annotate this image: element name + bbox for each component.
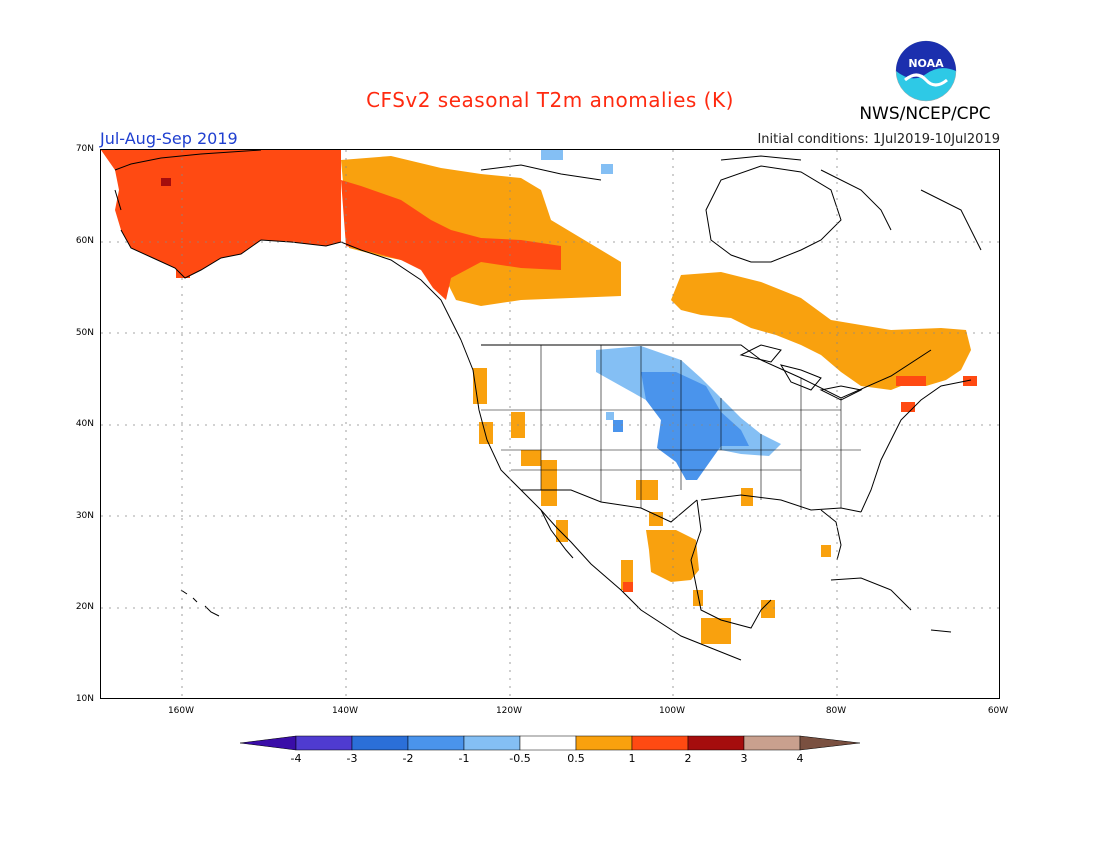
- lat-label: 30N: [75, 511, 94, 521]
- colorbar-swatch: [351, 735, 409, 751]
- anomaly-plains-mid: [641, 372, 749, 480]
- map-canvas: [101, 150, 999, 698]
- lat-label: 70N: [75, 144, 94, 154]
- colorbar-swatch: [463, 735, 521, 751]
- state-borders: [481, 345, 861, 510]
- anomaly-texas: [646, 530, 699, 582]
- colorbar: [240, 735, 860, 751]
- lat-label: 10N: [75, 694, 94, 704]
- anomaly-canada: [671, 272, 971, 390]
- lon-label: 160W: [167, 706, 195, 716]
- colorbar-swatch: [743, 735, 801, 751]
- colorbar-label: -4: [290, 752, 302, 765]
- colorbar-label: 1: [628, 752, 636, 765]
- colorbar-swatch: [295, 735, 353, 751]
- lat-label: 40N: [75, 419, 94, 429]
- colorbar-label: -2: [402, 752, 414, 765]
- anomaly-shading: [101, 150, 977, 644]
- lat-label: 20N: [75, 602, 94, 612]
- colorbar-swatch: [519, 735, 577, 751]
- lon-label: 100W: [658, 706, 686, 716]
- colorbar-label: 4: [796, 752, 804, 765]
- anomaly-map: [100, 149, 1000, 699]
- initial-conditions: Initial conditions: 1Jul2019-10Jul2019: [757, 132, 1000, 147]
- graticule: [101, 150, 999, 698]
- colorbar-swatch: [687, 735, 745, 751]
- map-title: CFSv2 seasonal T2m anomalies (K): [366, 88, 734, 112]
- colorbar-label: 2: [684, 752, 692, 765]
- lat-label: 60N: [75, 236, 94, 246]
- colorbar-label: -0.5: [509, 752, 531, 765]
- anomaly-alaska: [101, 150, 341, 278]
- colorbar-label: 0.5: [567, 752, 585, 765]
- noaa-logo-icon: NOAA: [895, 40, 957, 102]
- agency-label: NWS/NCEP/CPC: [859, 104, 991, 124]
- colorbar-swatch: [799, 735, 860, 751]
- colorbar-label: -3: [346, 752, 358, 765]
- anomaly-bc-core: [341, 180, 561, 300]
- lon-label: 140W: [331, 706, 359, 716]
- colorbar-swatch: [575, 735, 633, 751]
- forecast-period: Jul-Aug-Sep 2019: [100, 129, 238, 148]
- lat-label: 50N: [75, 328, 94, 338]
- colorbar-label: -1: [458, 752, 470, 765]
- colorbar-swatch: [631, 735, 689, 751]
- lon-label: 120W: [495, 706, 523, 716]
- logo-text: NOAA: [908, 57, 944, 70]
- colorbar-swatch: [240, 735, 297, 751]
- colorbar-label: 3: [740, 752, 748, 765]
- lon-label: 80W: [825, 706, 847, 716]
- colorbar-swatch: [407, 735, 465, 751]
- lon-label: 60W: [987, 706, 1009, 716]
